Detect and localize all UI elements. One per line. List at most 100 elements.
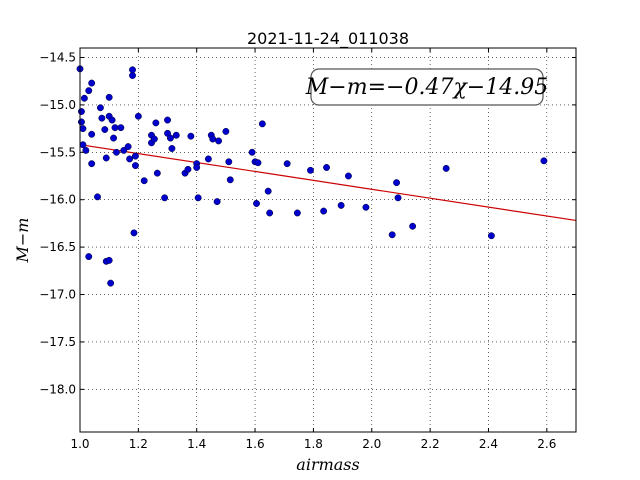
data-point [88, 130, 96, 138]
data-point [85, 253, 93, 261]
data-point [184, 165, 192, 173]
fit-equation-annotation: M−m=−0.47χ−14.95 [305, 68, 548, 106]
x-tick-label: 2.0 [362, 437, 381, 451]
data-point [442, 164, 450, 172]
data-point [254, 159, 262, 167]
data-point [222, 127, 230, 135]
data-point [193, 164, 201, 171]
data-point [131, 152, 139, 160]
y-tick-label: −17.5 [39, 335, 76, 349]
data-point [388, 231, 396, 239]
data-point [78, 118, 85, 126]
x-tick-label: 1.8 [304, 437, 323, 451]
chart-title: 2021-11-24_011038 [247, 29, 409, 49]
y-tick-label: −16.5 [39, 240, 76, 254]
data-point [130, 229, 138, 237]
data-point [487, 232, 495, 240]
data-point [105, 93, 113, 101]
fit-equation-text: M−m=−0.47χ−14.95 [305, 75, 548, 100]
x-tick-label: 2.6 [537, 437, 556, 451]
data-point [94, 193, 101, 201]
data-point [107, 279, 115, 287]
data-point [213, 198, 221, 206]
data-point [80, 94, 88, 102]
data-point [150, 135, 158, 143]
y-tick-label: −17.0 [39, 288, 76, 302]
x-tick-label: 2.2 [421, 437, 440, 451]
data-point [79, 141, 87, 149]
data-point [140, 177, 148, 185]
data-point [264, 187, 272, 195]
data-point [540, 157, 548, 165]
data-point [283, 160, 291, 168]
data-point [85, 87, 93, 95]
fit-line-layer [79, 144, 577, 222]
data-point [215, 137, 223, 145]
data-point [102, 154, 110, 162]
data-point [253, 200, 260, 207]
axis-ticks: 1.0 1.2 1.4 1.6 1.8 2.0 2.2 2.4 2.6 −14.5 −15.0 −15… [39, 48, 576, 451]
data-point [172, 131, 180, 139]
data-point [226, 176, 234, 184]
data-point [108, 116, 116, 124]
x-tick-label: 1.2 [129, 437, 148, 451]
data-point [307, 166, 314, 174]
data-point [152, 119, 160, 127]
data-point [131, 162, 139, 170]
data-point [168, 145, 176, 152]
data-point [362, 203, 370, 211]
data-point [166, 134, 174, 142]
data-point [124, 143, 132, 151]
y-tick-label: −16.0 [39, 193, 76, 207]
data-point [248, 148, 256, 156]
data-point [409, 222, 417, 230]
x-tick-label: 1.0 [70, 437, 89, 451]
data-point [111, 124, 119, 132]
data-point [323, 164, 330, 171]
data-point [101, 126, 109, 133]
y-tick-label: −18.0 [39, 382, 76, 396]
data-point [120, 146, 128, 154]
y-tick-label: −15.5 [39, 145, 76, 159]
data-point [110, 134, 118, 142]
data-point [394, 194, 402, 202]
x-tick-label: 1.4 [187, 437, 206, 451]
data-point [113, 148, 120, 156]
data-point [82, 146, 90, 154]
data-point [79, 125, 87, 133]
data-point [266, 209, 274, 217]
data-point [105, 256, 113, 264]
data-point [225, 158, 233, 166]
data-point [88, 160, 96, 168]
data-point [393, 179, 401, 187]
data-point [209, 135, 217, 143]
x-tick-label: 1.6 [246, 437, 265, 451]
data-point [88, 79, 96, 87]
x-axis-label: airmass [296, 455, 359, 474]
x-tick-label: 2.4 [479, 437, 498, 451]
data-point [320, 207, 328, 215]
y-axis-label: M−m [13, 218, 32, 264]
data-point [96, 104, 104, 112]
data-point [194, 194, 202, 202]
data-point [161, 194, 169, 202]
plot-frame [79, 47, 577, 433]
data-point [126, 155, 134, 163]
data-point [98, 114, 106, 122]
data-point [134, 112, 142, 120]
fit-line [79, 144, 577, 222]
data-point [293, 209, 301, 217]
data-point [204, 155, 212, 163]
data-point [117, 124, 125, 132]
data-point [337, 201, 345, 209]
y-tick-label: −15.0 [39, 98, 76, 112]
data-point [153, 169, 161, 177]
data-point [187, 132, 195, 140]
data-point [164, 116, 171, 124]
data-point [344, 172, 352, 180]
data-point [258, 120, 266, 128]
y-tick-label: −14.5 [39, 50, 76, 64]
data-point [129, 72, 136, 79]
data-point [78, 108, 85, 115]
